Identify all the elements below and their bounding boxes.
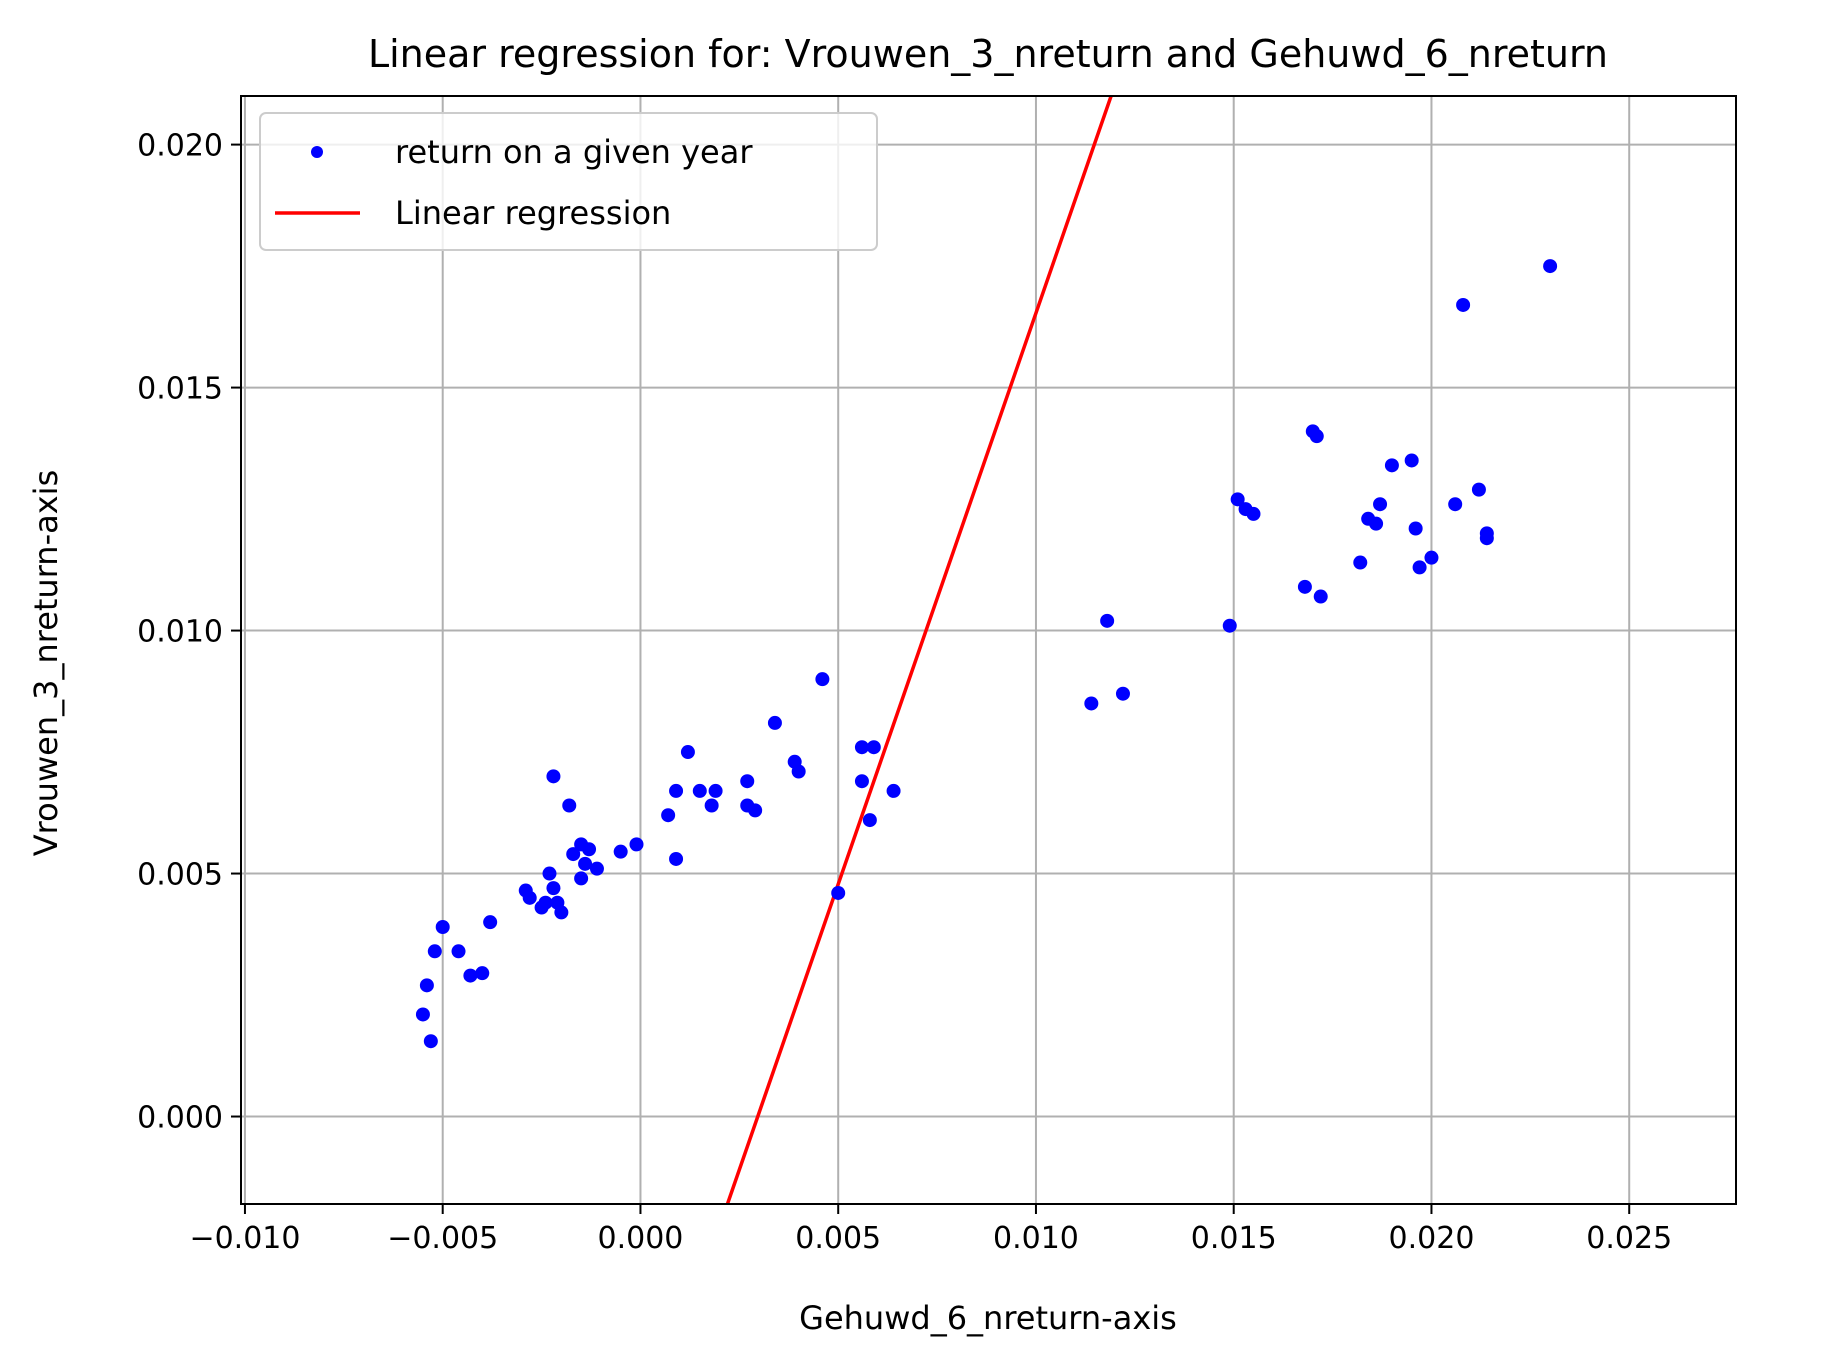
y-tick-label: 0.015: [137, 372, 223, 407]
scatter-point: [435, 920, 450, 934]
scatter-point: [1384, 458, 1399, 473]
x-tick-label: 0.005: [795, 1221, 881, 1256]
legend-scatter-marker: [311, 146, 323, 158]
scatter-point: [1408, 521, 1423, 536]
regression-line: [725, 96, 1113, 1204]
regression-line-layer: [725, 96, 1113, 1204]
x-axis-ticks: −0.010 −0.005 0.000 0.005 0.010 0.015 0.020 0.0…: [189, 1204, 1672, 1256]
chart-title: Linear regression for: Vrouwen_3_nreturn…: [368, 32, 1608, 76]
scatter-point: [866, 740, 881, 755]
scatter-point: [767, 715, 782, 730]
plot-frame: [240, 95, 1737, 1205]
scatter-point: [538, 895, 553, 910]
y-tick-label: 0.005: [137, 858, 223, 893]
scatter-point: [1115, 686, 1130, 701]
scatter-point: [415, 1007, 430, 1022]
scatter-point: [546, 769, 561, 784]
grid: [241, 96, 1736, 1204]
scatter-point: [1369, 516, 1384, 531]
scatter-point: [546, 881, 561, 896]
y-axis-ticks: 0.000 0.005 0.010 0.015 0.020: [137, 129, 241, 1136]
scatter-point: [704, 798, 719, 813]
x-tick-label: 0.010: [993, 1221, 1079, 1256]
x-tick-label: 0.020: [1389, 1221, 1475, 1256]
scatter-point: [1424, 550, 1439, 565]
scatter-point: [680, 745, 695, 760]
scatter-point: [451, 944, 466, 959]
scatter-point: [562, 798, 577, 813]
scatter-point: [1100, 613, 1115, 628]
scatter-point: [815, 672, 830, 687]
scatter-point: [475, 966, 490, 981]
scatter-point: [589, 861, 604, 876]
scatter-point: [1412, 560, 1427, 575]
legend-scatter-label: return on a given year: [395, 133, 753, 171]
scatter-point: [1313, 589, 1328, 604]
scatter-point: [854, 740, 869, 755]
scatter-points: [415, 259, 1558, 1049]
x-tick-label: 0.000: [598, 1221, 684, 1256]
scatter-point: [862, 813, 877, 828]
y-tick-label: 0.010: [137, 615, 223, 650]
x-tick-label: 0.025: [1586, 1221, 1672, 1256]
scatter-point: [1230, 492, 1245, 507]
scatter-point: [831, 885, 846, 900]
scatter-point: [1222, 618, 1237, 633]
y-tick-label: 0.020: [137, 129, 223, 164]
y-axis-label: Vrouwen_3_nreturn-axis: [27, 470, 65, 856]
scatter-point: [1297, 579, 1312, 594]
x-tick-label: 0.015: [1191, 1221, 1277, 1256]
scatter-point: [886, 783, 901, 798]
scatter-point: [740, 774, 755, 789]
scatter-point: [574, 871, 589, 886]
scatter-point: [1404, 453, 1419, 468]
scatter-point: [566, 847, 581, 862]
legend-box: [259, 112, 878, 251]
scatter-point: [1471, 482, 1486, 497]
scatter-point: [522, 890, 537, 905]
scatter-point: [748, 803, 763, 818]
scatter-point: [1479, 531, 1494, 546]
scatter-point: [661, 808, 676, 823]
scatter-point: [1373, 497, 1388, 512]
scatter-point: [692, 783, 707, 798]
legend-line-label: Linear regression: [395, 194, 671, 232]
scatter-point: [613, 844, 628, 859]
scatter-point: [1309, 429, 1324, 444]
scatter-point: [629, 837, 644, 852]
x-tick-label: −0.005: [387, 1221, 498, 1256]
scatter-point: [542, 866, 557, 881]
x-tick-label: −0.010: [189, 1221, 300, 1256]
scatter-point: [669, 783, 684, 798]
scatter-point: [554, 905, 569, 920]
scatter-point: [427, 944, 442, 959]
y-tick-label: 0.000: [137, 1101, 223, 1136]
scatter-point: [1353, 555, 1368, 570]
scatter-point: [578, 856, 593, 871]
scatter-point: [669, 851, 684, 866]
scatter-point: [854, 774, 869, 789]
scatter-point: [791, 764, 806, 779]
legend: return on a given year Linear regression: [259, 112, 878, 251]
scatter-point: [419, 978, 434, 993]
scatter-point: [423, 1034, 438, 1049]
scatter-point: [1084, 696, 1099, 711]
scatter-point: [1543, 259, 1558, 274]
scatter-point: [708, 783, 723, 798]
scatter-point: [1246, 506, 1261, 521]
scatter-point: [582, 842, 597, 857]
scatter-point: [1448, 497, 1463, 512]
scatter-point: [463, 968, 478, 983]
scatter-point: [483, 915, 498, 930]
scatter-point: [1456, 297, 1471, 312]
x-axis-label: Gehuwd_6_nreturn-axis: [799, 1299, 1177, 1337]
